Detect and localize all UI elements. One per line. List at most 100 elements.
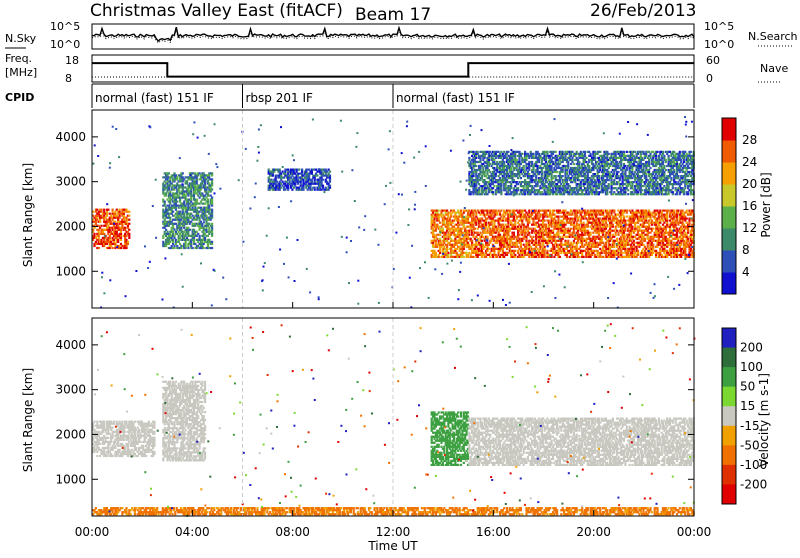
- range-cell: [166, 178, 168, 180]
- range-cell: [106, 211, 108, 213]
- range-cell: [438, 218, 440, 220]
- range-cell: [503, 210, 505, 212]
- range-cell: [631, 238, 633, 240]
- range-cell: [597, 246, 599, 248]
- range-cell: [531, 242, 533, 244]
- range-cell: [624, 248, 626, 250]
- range-cell: [475, 222, 477, 224]
- cpid-segment-label: normal (fast) 151 IF: [396, 91, 515, 105]
- range-cell: [514, 214, 516, 216]
- range-cell: [549, 210, 551, 212]
- range-cell: [574, 256, 576, 258]
- range-cell: [106, 215, 108, 217]
- range-cell: [485, 226, 487, 228]
- range-cell: [538, 189, 540, 191]
- range-cell: [517, 250, 519, 252]
- range-cell: [528, 212, 530, 214]
- range-cell: [485, 175, 487, 177]
- range-cell: [196, 219, 198, 221]
- range-cell: [457, 222, 459, 224]
- range-cell: [175, 199, 177, 201]
- range-cell: [500, 151, 502, 153]
- range-cell: [580, 220, 582, 222]
- range-cell: [563, 212, 565, 214]
- range-cell: [485, 183, 487, 185]
- range-cell: [591, 214, 593, 216]
- range-cell: [542, 193, 544, 195]
- range-cell: [521, 220, 523, 222]
- range-cell: [475, 214, 477, 216]
- range-cell: [552, 220, 554, 222]
- range-cell: [651, 242, 653, 244]
- range-cell: [179, 237, 181, 239]
- range-cell: [645, 248, 647, 250]
- range-cell: [459, 250, 461, 252]
- range-cell: [463, 256, 465, 258]
- range-cell: [506, 236, 508, 238]
- range-cell: [203, 227, 205, 229]
- range-cell: [642, 248, 644, 250]
- range-cell: [555, 220, 557, 222]
- range-cell: [567, 240, 569, 242]
- range-cell: [629, 250, 631, 252]
- range-cell: [477, 210, 479, 212]
- range-cell: [517, 187, 519, 189]
- range-cell: [513, 238, 515, 240]
- range-cell: [472, 234, 474, 236]
- range-cell: [171, 221, 173, 223]
- range-cell: [207, 235, 209, 237]
- range-cell: [636, 228, 638, 230]
- range-cell: [584, 210, 586, 212]
- range-cell: [491, 224, 493, 226]
- range-cell: [531, 177, 533, 179]
- range-cell: [481, 177, 483, 179]
- range-cell: [580, 214, 582, 216]
- range-cell: [100, 215, 102, 217]
- range-cell: [123, 211, 125, 213]
- range-cell: [459, 236, 461, 238]
- range-cell: [211, 172, 213, 174]
- range-cell: [486, 212, 488, 214]
- range-cell: [676, 234, 678, 236]
- range-cell: [498, 228, 500, 230]
- range-cell: [546, 252, 548, 254]
- range-cell: [439, 252, 441, 254]
- range-cell: [516, 165, 518, 167]
- range-cell: [463, 226, 465, 228]
- range-cell: [578, 256, 580, 258]
- range-cell: [557, 246, 559, 248]
- range-cell: [659, 222, 661, 224]
- range-cell: [532, 220, 534, 222]
- range-cell: [648, 256, 650, 258]
- range-cell: [449, 212, 451, 214]
- range-cell: [486, 242, 488, 244]
- range-cell: [675, 226, 677, 228]
- range-cell: [173, 245, 175, 247]
- range-cell: [509, 181, 511, 183]
- range-cell: [506, 153, 508, 155]
- range-cell: [514, 155, 516, 157]
- range-cell: [482, 252, 484, 254]
- range-cell: [500, 189, 502, 191]
- range-cell: [686, 210, 688, 212]
- range-cell: [447, 232, 449, 234]
- range-cell: [544, 220, 546, 222]
- range-cell: [518, 167, 520, 169]
- range-cell: [463, 238, 465, 240]
- range-cell: [691, 250, 693, 252]
- range-cell: [517, 189, 519, 191]
- range-cell: [684, 232, 686, 234]
- range-cell: [442, 230, 444, 232]
- range-cell: [507, 252, 509, 254]
- range-cell: [207, 245, 209, 247]
- range-cell: [205, 215, 207, 217]
- range-cell: [123, 219, 125, 221]
- range-cell: [624, 228, 626, 230]
- range-cell: [467, 220, 469, 222]
- range-cell: [682, 212, 684, 214]
- range-cell: [182, 180, 184, 182]
- nsky-trace: [92, 27, 694, 41]
- range-cell: [659, 220, 661, 222]
- range-cell: [605, 254, 607, 256]
- range-cell: [481, 165, 483, 167]
